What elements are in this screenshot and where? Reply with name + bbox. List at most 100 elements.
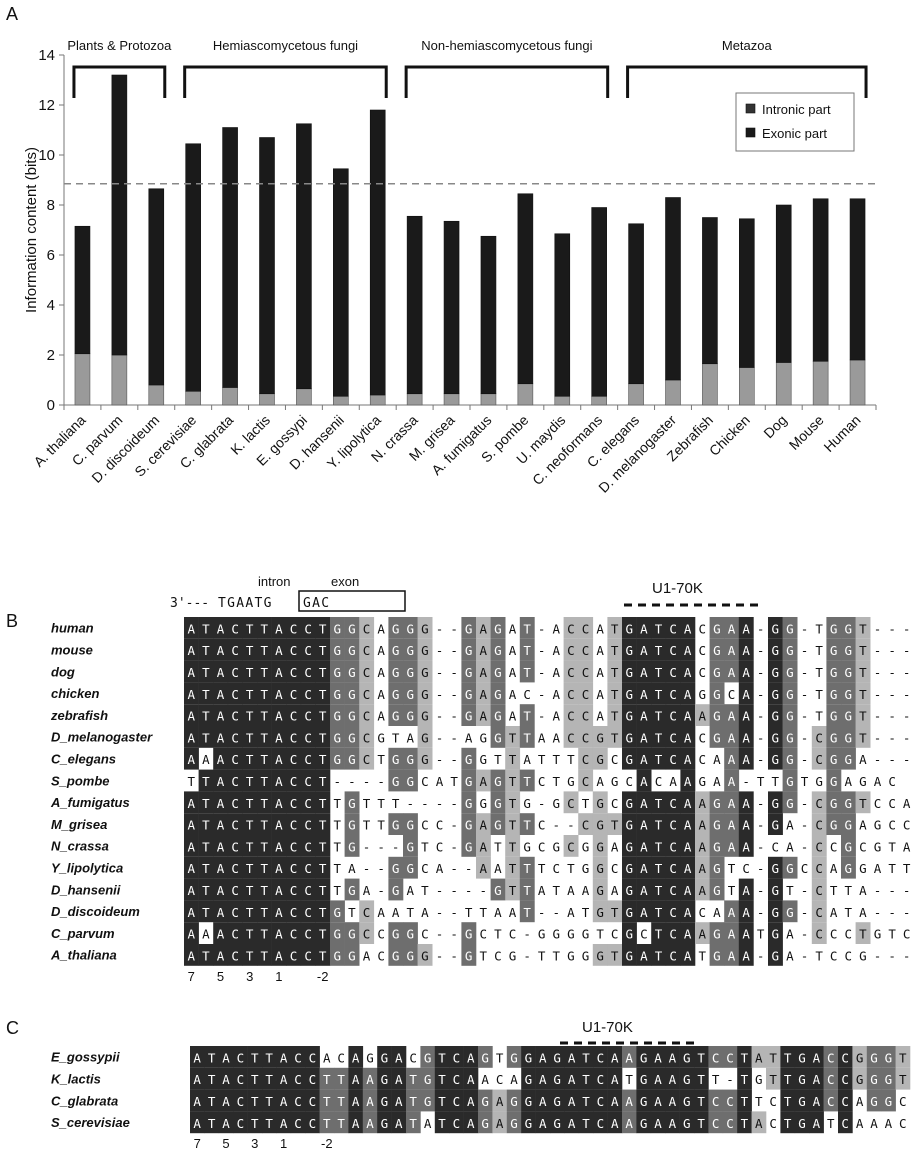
residue: T [202, 665, 210, 680]
residue-shade [826, 682, 842, 705]
residue: A [188, 709, 196, 724]
residue-shade [751, 1111, 767, 1134]
residue: G [421, 643, 429, 658]
residue-shade [737, 1089, 752, 1112]
y-tick-label: 10 [38, 147, 55, 164]
residue-shade [680, 835, 696, 857]
residue-shade [213, 660, 229, 683]
residue-shade [592, 747, 608, 770]
residue: T [830, 883, 838, 898]
residue: T [409, 1072, 417, 1087]
residue-shade [841, 617, 856, 639]
residue-shade [505, 813, 521, 835]
residue: A [467, 1116, 475, 1131]
residue: A [188, 861, 196, 876]
residue: T [509, 752, 517, 767]
residue: C [421, 774, 429, 789]
residue-shade [794, 1089, 810, 1112]
residue: T [494, 927, 502, 942]
residue-shade [708, 1089, 724, 1112]
residue: G [845, 730, 853, 745]
residue: G [494, 643, 502, 658]
residue-shade [679, 1046, 695, 1068]
residue: G [626, 796, 634, 811]
residue-shade [388, 682, 404, 705]
residue: C [827, 1050, 835, 1065]
residue: G [494, 818, 502, 833]
residue: C [290, 730, 298, 745]
residue-shade [622, 944, 637, 966]
residue-shade [636, 900, 652, 923]
residue: T [246, 730, 254, 745]
residue: G [421, 665, 429, 680]
residue: C [304, 643, 312, 658]
residue: - [757, 883, 765, 898]
residue: G [596, 905, 604, 920]
residue-shade [227, 878, 243, 901]
residue: A [859, 883, 867, 898]
residue-shade [622, 835, 637, 857]
residue: A [684, 709, 692, 724]
residue: T [888, 839, 896, 854]
residue: C [582, 752, 590, 767]
residue: A [786, 818, 794, 833]
residue: G [465, 621, 473, 636]
residue: A [728, 774, 736, 789]
residue-shade [233, 1046, 248, 1068]
residue-shade [344, 638, 360, 661]
residue-shade [895, 1067, 911, 1090]
residue-shade [665, 1111, 680, 1134]
residue: A [596, 621, 604, 636]
residue: - [903, 665, 911, 680]
residue: A [568, 1072, 576, 1087]
residue: T [611, 665, 619, 680]
residue: - [903, 905, 911, 920]
bar-intronic [554, 395, 571, 406]
residue: - [450, 818, 458, 833]
residue: G [510, 1116, 518, 1131]
residue: T [509, 818, 517, 833]
residue-shade [680, 617, 696, 639]
residue-shade [651, 856, 667, 879]
residue: T [741, 1072, 749, 1087]
residue-shade [213, 878, 229, 901]
residue: G [494, 621, 502, 636]
residue: A [467, 1094, 475, 1109]
residue-shade [305, 1067, 320, 1090]
residue-shade [490, 704, 506, 726]
residue: T [859, 927, 867, 942]
residue: G [381, 1072, 389, 1087]
residue-shade [271, 704, 287, 726]
position-number: 1 [280, 1136, 287, 1151]
residue-shade [242, 900, 258, 923]
residue: A [275, 774, 283, 789]
residue: G [713, 927, 721, 942]
residue-shade [578, 813, 594, 835]
residue-shade [184, 638, 199, 661]
residue: G [596, 730, 604, 745]
residue-shade [286, 682, 302, 705]
residue: G [523, 839, 531, 854]
residue-shade [286, 813, 302, 835]
residue-shade [607, 704, 623, 726]
residue-shade [359, 922, 375, 944]
bar-exonic [665, 197, 681, 381]
residue-shade [782, 638, 798, 661]
residue-shade [564, 1111, 580, 1134]
residue: G [713, 709, 721, 724]
residue-shade [607, 900, 623, 923]
residue: A [568, 1050, 576, 1065]
residue-shade [650, 1046, 666, 1068]
residue-shade [476, 617, 491, 639]
residue-shade [388, 747, 404, 770]
residue-shade [434, 1089, 450, 1112]
residue: G [713, 665, 721, 680]
residue: C [538, 818, 546, 833]
residue: T [827, 1116, 835, 1131]
residue: T [261, 730, 269, 745]
residue-shade [359, 900, 375, 923]
residue: G [421, 948, 429, 963]
bar-exonic [259, 137, 275, 395]
residue: A [728, 905, 736, 920]
